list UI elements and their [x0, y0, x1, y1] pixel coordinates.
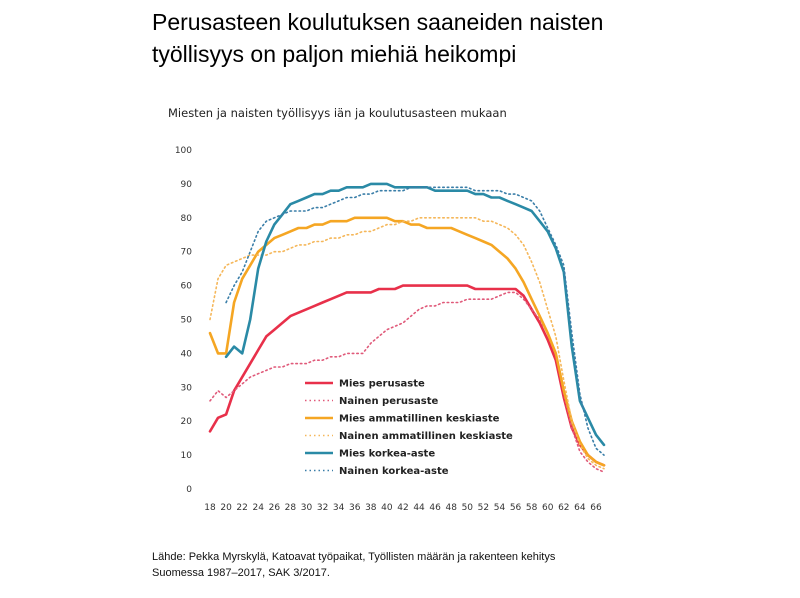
legend: Mies perusaste Nainen perusaste Mies ammat… [305, 379, 513, 477]
x-tick-label: 66 [590, 503, 602, 513]
y-tick-label: 60 [181, 282, 193, 292]
series-lines [208, 182, 606, 473]
y-tick-label: 70 [181, 248, 193, 258]
source-note: Lähde: Pekka Myrskylä, Katoavat työpaika… [152, 551, 556, 579]
x-tick-label: 56 [510, 503, 522, 513]
series-line-5 [225, 186, 605, 456]
y-tick-label: 50 [181, 316, 193, 326]
slide-title: Perusasteen koulutuksen saaneiden naiste… [152, 9, 604, 67]
y-tick-label: 20 [181, 417, 193, 427]
series-line-3 [209, 217, 605, 470]
x-tick-label: 32 [317, 503, 328, 513]
x-tick-label: 52 [478, 503, 489, 513]
x-tick-label: 34 [333, 503, 345, 513]
x-tick-label: 60 [542, 503, 554, 513]
legend-label-5: Nainen korkea-aste [339, 466, 449, 477]
x-tick-label: 30 [301, 503, 313, 513]
x-axis-ticks: 18 20 22 24 26 28 30 32 34 36 38 40 42 44 46 48 50 52 54 56… [204, 503, 602, 513]
x-tick-label: 64 [574, 503, 586, 513]
x-tick-label: 44 [413, 503, 425, 513]
x-tick-label: 22 [236, 503, 247, 513]
x-tick-label: 28 [285, 503, 297, 513]
x-tick-label: 42 [397, 503, 408, 513]
legend-label-0: Mies perusaste [339, 379, 425, 390]
series-line-0 [208, 284, 606, 467]
x-tick-label: 38 [365, 503, 377, 513]
x-tick-label: 62 [558, 503, 569, 513]
y-axis-ticks: 0 10 20 30 40 50 60 70 80 90 100 [175, 146, 192, 495]
chart-title: Miesten ja naisten työllisyys iän ja kou… [168, 106, 507, 120]
x-tick-label: 20 [220, 503, 232, 513]
y-tick-label: 30 [181, 383, 193, 393]
legend-label-3: Nainen ammatillinen keskiaste [339, 431, 513, 442]
y-tick-label: 40 [181, 349, 193, 359]
x-tick-label: 26 [269, 503, 281, 513]
x-tick-label: 18 [204, 503, 216, 513]
x-tick-label: 48 [445, 503, 457, 513]
y-tick-label: 90 [181, 180, 193, 190]
legend-label-2: Mies ammatillinen keskiaste [339, 414, 500, 425]
y-tick-label: 0 [186, 485, 192, 495]
y-tick-label: 10 [181, 451, 193, 461]
y-tick-label: 80 [181, 214, 193, 224]
x-tick-label: 54 [494, 503, 506, 513]
y-tick-label: 100 [175, 146, 192, 156]
legend-label-4: Mies korkea-aste [339, 449, 435, 460]
legend-label-1: Nainen perusaste [339, 396, 438, 407]
x-tick-label: 50 [462, 503, 474, 513]
x-tick-label: 46 [429, 503, 441, 513]
x-tick-label: 58 [526, 503, 538, 513]
x-tick-label: 40 [381, 503, 393, 513]
x-tick-label: 36 [349, 503, 361, 513]
series-line-1 [209, 291, 605, 473]
series-line-2 [208, 216, 606, 467]
x-tick-label: 24 [253, 503, 265, 513]
